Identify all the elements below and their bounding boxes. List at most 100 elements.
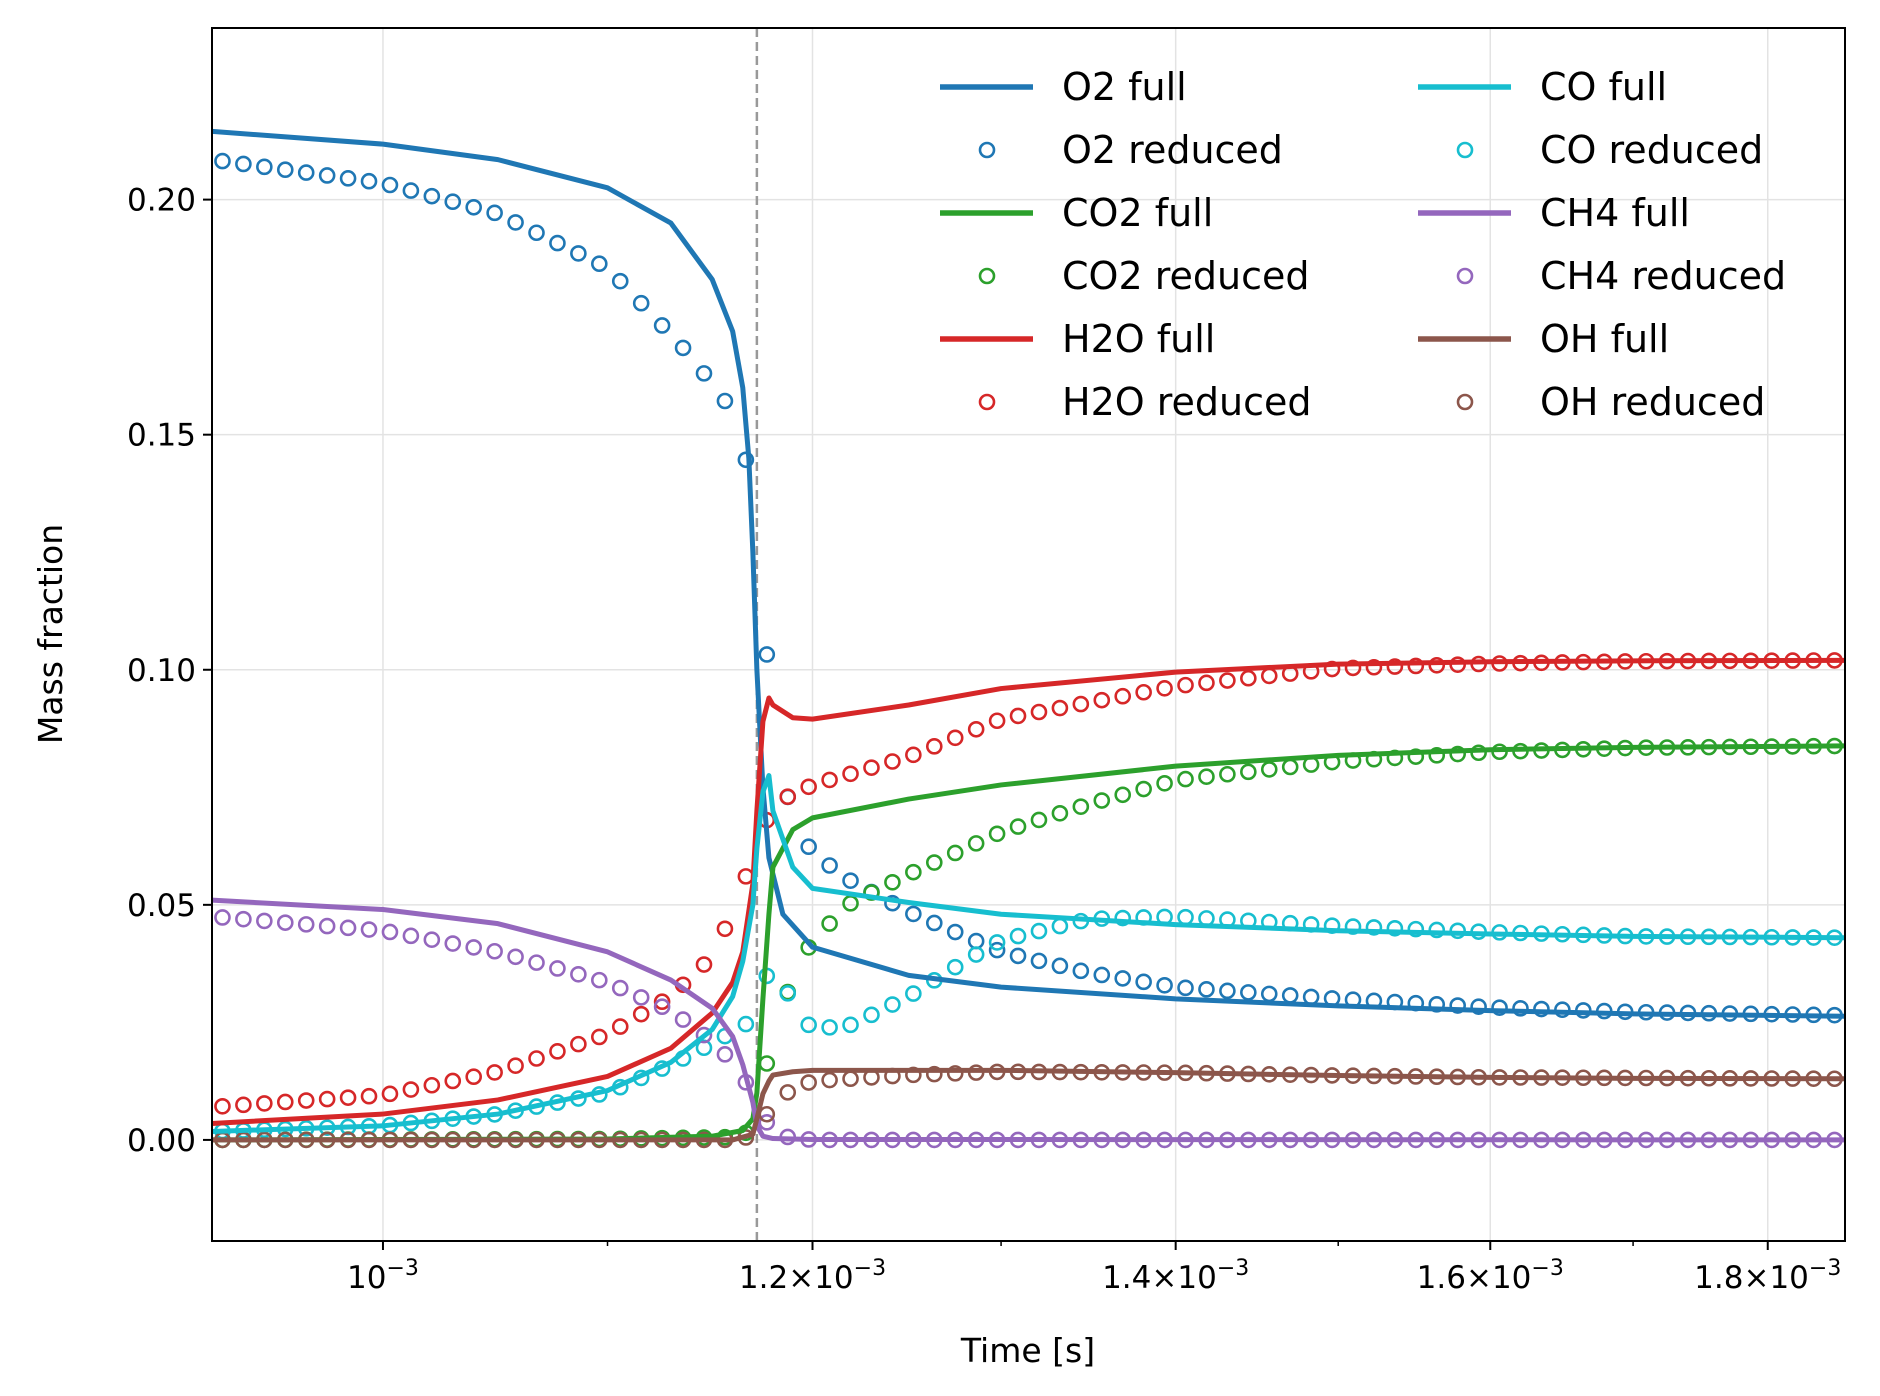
marker-ch4-reduced: [360, 921, 378, 938]
marker-o2-reduced: [465, 198, 483, 216]
marker-o2-reduced: [1177, 979, 1194, 997]
marker-o2-reduced: [528, 224, 545, 242]
marker-h2o-reduced: [1093, 691, 1111, 709]
marker-o2-reduced: [1156, 976, 1173, 994]
marker-o2-reduced: [1135, 973, 1152, 991]
marker-co2-reduced: [1009, 818, 1027, 835]
marker-h2o-reduced: [402, 1081, 420, 1098]
marker-co2-reduced: [1240, 763, 1257, 781]
marker-co-reduced: [1386, 919, 1404, 937]
marker-co-reduced: [905, 985, 922, 1002]
marker-o2-reduced: [444, 193, 462, 211]
legend-h2o-reduced-label: H2O reduced: [1062, 380, 1312, 424]
marker-ch4-reduced: [214, 909, 231, 926]
marker-h2o-reduced: [779, 788, 797, 806]
legend-oh-reduced-label: OH reduced: [1540, 380, 1765, 424]
marker-h2o-reduced: [1198, 674, 1215, 692]
marker-o2-reduced: [381, 176, 399, 194]
marker-h2o-reduced: [1407, 657, 1425, 675]
marker-ch4-reduced: [528, 954, 545, 971]
series-ch4-full-line: [212, 897, 1845, 1143]
marker-h2o-reduced: [863, 759, 880, 776]
marker-h2o-reduced: [591, 1028, 608, 1046]
marker-ch4-reduced: [486, 942, 503, 960]
axis-ticks: 0.00 0.05 0.10 0.15 0.20 10−3 1.2×10−3 1.4×10−3…: [127, 183, 1841, 1296]
marker-o2-reduced: [653, 317, 671, 334]
marker-co2-reduced: [1449, 745, 1466, 763]
marker-ch4-reduced: [235, 910, 252, 928]
marker-co2-reduced: [988, 825, 1006, 843]
marker-co2-reduced: [821, 915, 838, 932]
y-tick-label: 0.10: [127, 653, 196, 689]
marker-h2o-reduced: [1030, 703, 1048, 721]
marker-h2o-reduced: [214, 1097, 231, 1115]
marker-ch4-reduced: [256, 912, 273, 930]
legend-h2o-full-label: H2O full: [1062, 317, 1215, 361]
x-tick-label: 1.8×10−3: [1694, 1256, 1841, 1296]
marker-ch4-reduced: [318, 917, 336, 935]
marker-h2o-reduced: [1051, 699, 1069, 717]
legend-co-reduced-swatch: [1456, 141, 1474, 159]
marker-ch4-reduced: [653, 998, 671, 1016]
marker-o2-reduced: [1072, 962, 1090, 980]
legend-ch4-reduced-swatch: [1456, 267, 1474, 285]
x-tick-label: 1.6×10−3: [1417, 1256, 1564, 1296]
marker-h2o-reduced: [256, 1095, 273, 1112]
x-tick-label: 10−3: [347, 1256, 419, 1296]
marker-h2o-reduced: [570, 1035, 587, 1053]
marker-co2-reduced: [1428, 747, 1446, 764]
marker-co-reduced: [1114, 909, 1132, 927]
marker-oh-reduced: [800, 1074, 817, 1091]
marker-h2o-reduced: [528, 1050, 545, 1067]
marker-ch4-reduced: [549, 960, 566, 977]
marker-h2o-reduced: [1114, 687, 1132, 705]
marker-h2o-reduced: [318, 1090, 336, 1108]
marker-o2-reduced: [423, 187, 441, 205]
marker-o2-reduced: [1198, 981, 1215, 998]
marker-h2o-reduced: [1009, 707, 1027, 725]
marker-o2-reduced: [360, 172, 378, 190]
marker-oh-reduced: [946, 1065, 964, 1082]
marker-h2o-reduced: [339, 1089, 357, 1106]
series-h2o-full-line: [212, 657, 1845, 1126]
marker-h2o-reduced: [842, 765, 859, 783]
legend-ch4-full-label: CH4 full: [1540, 191, 1690, 235]
marker-o2-reduced: [570, 245, 587, 262]
marker-h2o-reduced: [988, 712, 1006, 730]
marker-h2o-reduced: [444, 1072, 462, 1090]
y-tick-label: 0.05: [127, 888, 196, 924]
marker-co2-reduced: [925, 854, 943, 871]
marker-o2-reduced: [1470, 998, 1487, 1015]
marker-h2o-reduced: [1219, 672, 1236, 689]
legend-o2-reduced-label: O2 reduced: [1062, 128, 1283, 172]
marker-co-reduced: [1407, 920, 1425, 938]
marker-h2o-reduced: [1072, 695, 1090, 713]
marker-h2o-reduced: [276, 1093, 294, 1111]
marker-ch4-reduced: [423, 931, 441, 948]
legend-co2-reduced-swatch: [978, 267, 996, 285]
marker-h2o-reduced: [632, 1005, 650, 1023]
plot-data: [212, 28, 1845, 1241]
marker-h2o-reduced: [1386, 658, 1404, 675]
marker-co2-reduced: [967, 835, 985, 852]
marker-o2-reduced: [486, 204, 503, 222]
marker-o2-reduced: [800, 838, 817, 856]
marker-o2-reduced: [297, 164, 315, 181]
legend-ch4-reduced-label: CH4 reduced: [1540, 254, 1786, 298]
legend-oh-full-label: OH full: [1540, 317, 1669, 361]
marker-o2-reduced: [507, 214, 524, 231]
marker-o2-reduced: [591, 255, 608, 273]
plot-frame: [211, 27, 1846, 1242]
marker-o2-reduced: [821, 857, 838, 874]
marker-co-reduced: [967, 946, 985, 963]
grid: [212, 28, 1845, 1241]
marker-o2-reduced: [1512, 1000, 1529, 1017]
marker-co-reduced: [800, 1016, 817, 1034]
marker-h2o-reduced: [967, 720, 985, 738]
marker-co-reduced: [946, 958, 964, 976]
marker-ch4-reduced: [695, 1026, 713, 1044]
marker-o2-reduced: [1030, 952, 1048, 970]
marker-co-reduced: [737, 1015, 755, 1033]
marker-o2-reduced: [946, 923, 964, 941]
marker-h2o-reduced: [716, 920, 734, 938]
